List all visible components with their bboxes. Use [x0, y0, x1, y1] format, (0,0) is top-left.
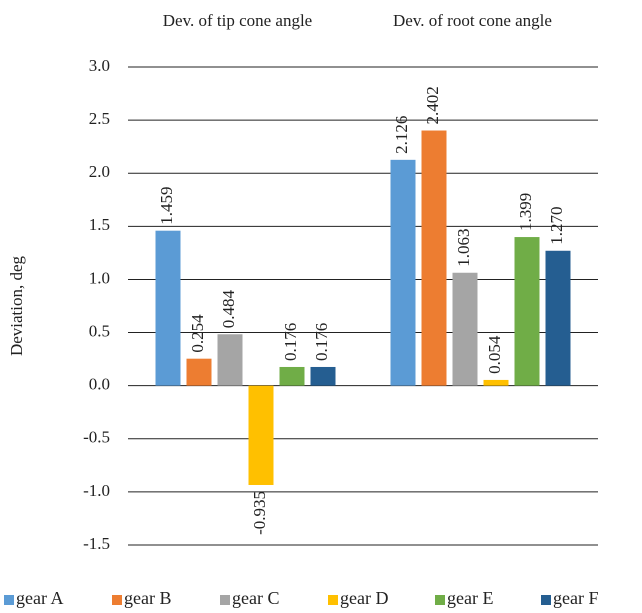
y-axis-label: Deviation, deg	[7, 255, 26, 356]
bar	[217, 334, 243, 386]
bar	[545, 250, 571, 386]
bar	[186, 358, 212, 386]
value-label: 0.176	[281, 323, 300, 361]
legend-label: gear B	[124, 588, 171, 608]
bar	[483, 379, 509, 386]
value-label: 0.054	[485, 335, 504, 374]
value-label: 1.063	[454, 229, 473, 267]
value-label: 1.270	[547, 207, 566, 245]
legend-label: gear E	[447, 588, 493, 608]
legend-swatch	[328, 595, 338, 605]
value-label: 2.126	[392, 116, 411, 154]
category-label: Dev. of tip cone angle	[163, 11, 312, 30]
bar	[279, 366, 305, 386]
legend-label: gear D	[340, 588, 388, 608]
legend-swatch	[112, 595, 122, 605]
y-tick-label: 0.5	[89, 321, 110, 340]
value-label: 2.402	[423, 86, 442, 124]
value-label: 1.399	[516, 193, 535, 231]
legend-swatch	[220, 595, 230, 605]
value-label: 0.254	[188, 314, 207, 353]
y-tick-label: 0.0	[89, 375, 110, 394]
legend-swatch	[4, 595, 14, 605]
y-tick-label: -1.0	[83, 481, 110, 500]
y-tick-label: 2.5	[89, 109, 110, 128]
bar	[514, 237, 540, 386]
bar	[248, 385, 274, 485]
y-tick-label: -0.5	[83, 428, 110, 447]
legend-label: gear F	[553, 588, 598, 608]
value-label: -0.935	[250, 491, 269, 535]
legend-swatch	[541, 595, 551, 605]
legend-swatch	[435, 595, 445, 605]
y-tick-label: 2.0	[89, 162, 110, 181]
bar	[390, 159, 416, 386]
value-label: 0.176	[312, 323, 331, 361]
bar	[310, 366, 336, 386]
y-tick-label: 1.5	[89, 215, 110, 234]
bar	[421, 130, 447, 386]
bar	[155, 230, 181, 386]
bar	[452, 272, 478, 386]
y-tick-label: -1.5	[83, 534, 110, 553]
legend-label: gear C	[232, 588, 279, 608]
legend-label: gear A	[16, 588, 63, 608]
y-tick-label: 3.0	[89, 56, 110, 75]
value-label: 0.484	[219, 290, 238, 329]
value-label: 1.459	[157, 186, 176, 224]
category-label: Dev. of root cone angle	[393, 11, 552, 30]
y-tick-label: 1.0	[89, 268, 110, 287]
